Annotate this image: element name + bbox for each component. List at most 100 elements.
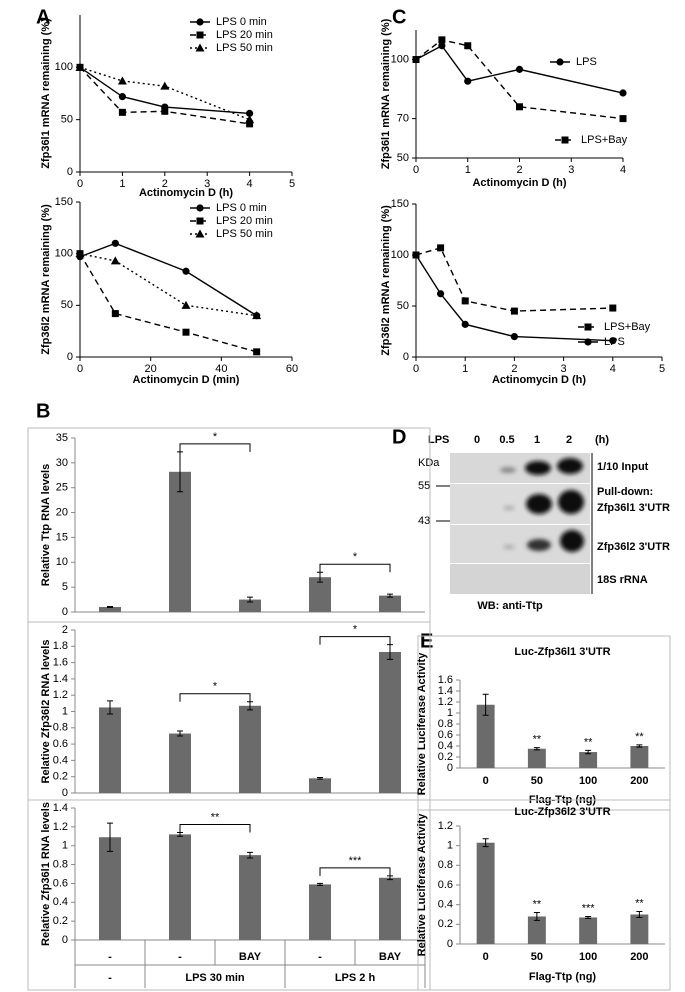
- y-tick-label: 50: [61, 299, 73, 311]
- marker: [245, 115, 255, 124]
- x-axis-label: Actinomycin D (h): [139, 187, 233, 199]
- y-axis-label: Relative Luciferase Activity: [416, 652, 428, 796]
- x-tick-label: 0: [483, 951, 489, 963]
- error-bar: [177, 730, 183, 737]
- significance-bracket: [179, 443, 251, 452]
- y-tick-label: 150: [391, 198, 409, 210]
- marker: [75, 249, 85, 258]
- marker: [510, 333, 518, 341]
- y-tick-label: 0: [62, 606, 68, 618]
- chart-frame: [27, 799, 431, 991]
- panel-letter: B: [36, 400, 50, 422]
- marker: [161, 107, 169, 115]
- error-bar: [585, 915, 592, 919]
- series-line: [415, 254, 613, 342]
- marker: [461, 320, 469, 328]
- significance-label: **: [533, 734, 542, 746]
- blot-row-label: Pull-down:: [597, 486, 653, 498]
- x-tick-label: 3: [568, 164, 574, 176]
- x-axis-label: Actinomycin D (min): [133, 374, 240, 386]
- group-label: LPS 30 min: [185, 972, 245, 984]
- legend-label: LPS 0 min: [216, 16, 267, 28]
- x-tick-label: 200: [630, 951, 648, 963]
- y-tick-label: 0.8: [53, 858, 68, 870]
- y-tick-label: 0: [403, 351, 409, 363]
- bar: [379, 877, 401, 940]
- y-tick-label: 0.8: [53, 722, 68, 734]
- marker: [438, 36, 446, 44]
- x-tick-label: 100: [579, 951, 597, 963]
- legend-label: LPS 0 min: [216, 202, 267, 214]
- blot-row-label: Zfp36l2 3'UTR: [597, 541, 670, 553]
- marker: [75, 62, 85, 71]
- y-tick-label: 1.2: [53, 689, 68, 701]
- y-tick-label: 1.6: [438, 674, 453, 686]
- marker: [182, 328, 190, 336]
- legend-label: LPS: [576, 56, 597, 68]
- blot-lps-label: LPS: [428, 434, 449, 446]
- marker: [438, 42, 446, 50]
- blot-row-label: 1/10 Input: [597, 461, 649, 473]
- chart-frame: [417, 799, 671, 991]
- series-line: [79, 252, 257, 317]
- marker: [118, 93, 126, 101]
- series-line: [79, 242, 258, 317]
- marker: [196, 204, 204, 212]
- chart-frame: [27, 427, 431, 623]
- group-label: -: [108, 972, 112, 984]
- panel-letter: C: [392, 6, 406, 28]
- y-axis-label: Relative Luciferase Activity: [416, 813, 428, 957]
- significance-label: **: [584, 736, 593, 748]
- x-tick-label: 0: [483, 775, 489, 787]
- bar: [309, 778, 331, 793]
- y-tick-label: 0.2: [53, 771, 68, 783]
- x-tick-label: BAY: [379, 951, 402, 963]
- marker: [246, 120, 254, 128]
- bar: [379, 595, 401, 612]
- y-axis-label: Zfp36l2 mRNA remaining (%): [40, 204, 52, 355]
- significance-label: ***: [349, 855, 363, 867]
- bar: [476, 842, 495, 944]
- x-tick-label: 60: [286, 363, 298, 375]
- y-tick-label: 15: [56, 531, 68, 543]
- x-tick-label: -: [108, 951, 112, 963]
- y-tick-label: 1: [447, 840, 453, 852]
- y-tick-label: 100: [55, 61, 73, 73]
- marker: [464, 77, 472, 85]
- marker: [461, 297, 469, 305]
- y-tick-label: 1.4: [53, 802, 68, 814]
- marker: [110, 256, 120, 265]
- y-tick-label: 0: [67, 166, 73, 178]
- bar: [527, 748, 546, 768]
- blot-row-label: 18S rRNA: [597, 574, 648, 586]
- significance-label: **: [533, 898, 542, 910]
- error-bar: [317, 777, 323, 780]
- marker: [556, 58, 564, 66]
- y-tick-label: 20: [56, 506, 68, 518]
- marker: [111, 310, 119, 318]
- x-tick-label: 40: [215, 363, 227, 375]
- significance-label: *: [213, 431, 218, 443]
- marker: [196, 217, 204, 225]
- group-label: LPS 2 h: [335, 972, 376, 984]
- error-bar: [387, 593, 393, 598]
- western-blot: LPS 0 0.5 1 2 (h) KDa 55 43 1/10 Input P…: [418, 434, 670, 612]
- error-bar: [585, 749, 592, 755]
- blot-marker: 43: [418, 515, 430, 527]
- marker: [196, 31, 204, 39]
- y-tick-label: 0.8: [438, 718, 453, 730]
- marker: [195, 43, 205, 52]
- x-tick-label: 5: [289, 178, 295, 190]
- y-tick-label: 0.2: [53, 915, 68, 927]
- y-tick-label: 0.4: [438, 899, 453, 911]
- x-axis-label: Actinomycin D (h): [472, 177, 566, 189]
- panel-letter: A: [36, 6, 50, 28]
- y-tick-label: 50: [397, 300, 409, 312]
- y-axis-label: Zfp36l2 mRNA remaining (%): [380, 205, 392, 356]
- marker: [515, 65, 524, 73]
- error-bar: [247, 851, 253, 859]
- y-axis-label: Relative Ttp RNA levels: [40, 464, 52, 586]
- x-tick-label: 100: [579, 775, 597, 787]
- marker: [111, 239, 119, 247]
- y-tick-label: 0.2: [438, 751, 453, 763]
